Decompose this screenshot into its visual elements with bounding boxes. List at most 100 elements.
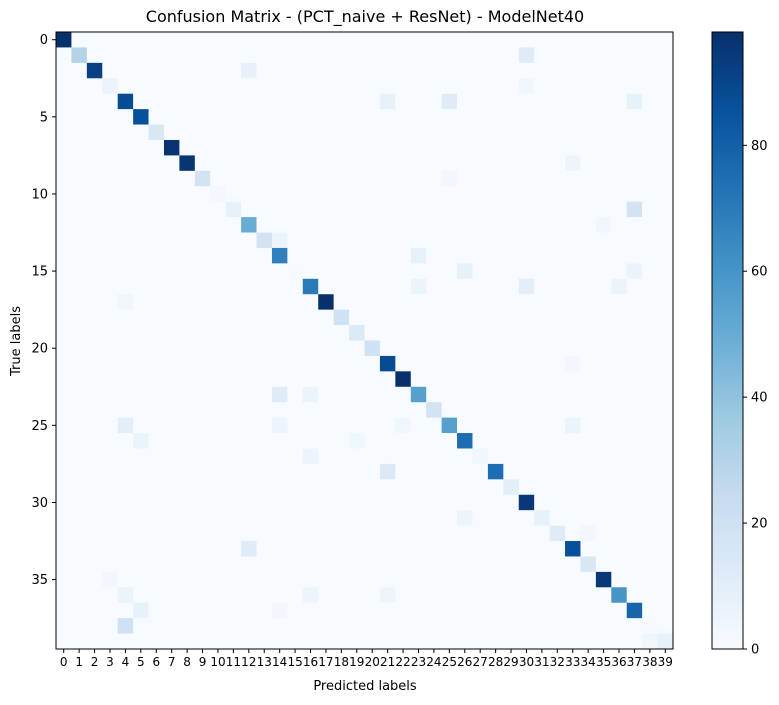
heatmap-cell [349, 139, 365, 156]
x-tick-label: 34 [581, 655, 596, 669]
heatmap-cell [349, 170, 365, 187]
heatmap-cell [457, 386, 473, 403]
heatmap-cell [441, 371, 458, 388]
heatmap-cell [379, 433, 396, 449]
heatmap-cell [148, 479, 165, 496]
heatmap-cell [410, 571, 427, 588]
heatmap-cell [241, 217, 257, 233]
heatmap-cell [657, 355, 674, 372]
heatmap-cell [302, 525, 319, 542]
heatmap-cell [626, 247, 643, 264]
heatmap-cell [518, 587, 535, 604]
heatmap-cell [534, 340, 550, 357]
heatmap-cell [565, 433, 581, 449]
heatmap-cell [549, 587, 566, 604]
heatmap-cell [565, 386, 581, 403]
heatmap-cell [657, 417, 674, 434]
heatmap-cell [163, 448, 180, 465]
heatmap-cell [518, 124, 535, 141]
heatmap-cell [580, 263, 597, 280]
heatmap-cell [379, 417, 396, 434]
heatmap-cell [657, 541, 674, 557]
colorbar-tick-label: 20 [751, 517, 768, 532]
heatmap-cell [487, 62, 504, 79]
heatmap-cell [117, 263, 134, 280]
heatmap-cell [71, 325, 88, 341]
heatmap-cell [364, 155, 381, 172]
heatmap-cell [349, 355, 365, 372]
heatmap-cell [364, 571, 381, 588]
heatmap-cell [611, 355, 628, 372]
heatmap-cell [333, 170, 350, 187]
heatmap-cell [349, 155, 365, 172]
heatmap-cell [379, 463, 396, 480]
heatmap-cell [86, 541, 103, 557]
heatmap-cell [426, 602, 442, 619]
heatmap-cell [302, 618, 319, 634]
heatmap-cell [549, 278, 566, 295]
heatmap-cell [225, 510, 242, 526]
heatmap-cell [287, 247, 304, 264]
heatmap-cell [302, 479, 319, 496]
heatmap-cell [611, 587, 628, 604]
heatmap-cell [611, 139, 628, 156]
heatmap-cell [163, 62, 180, 79]
heatmap-cell [626, 510, 643, 526]
heatmap-cell [318, 247, 334, 264]
heatmap-cell [503, 448, 520, 465]
heatmap-cell [426, 510, 442, 526]
heatmap-cell [379, 309, 396, 326]
heatmap-cell [410, 325, 427, 341]
heatmap-cell [241, 402, 257, 418]
heatmap-cell [503, 263, 520, 280]
x-tick-label: 4 [122, 655, 130, 669]
heatmap-cell [102, 541, 118, 557]
heatmap-cell [426, 186, 442, 202]
heatmap-cell [549, 571, 566, 588]
heatmap-cell [333, 340, 350, 357]
x-tick-label: 37 [627, 655, 642, 669]
heatmap-cell [133, 170, 149, 187]
heatmap-cell [349, 494, 365, 511]
heatmap-cell [364, 556, 381, 573]
heatmap-cell [580, 556, 597, 573]
heatmap-cell [580, 633, 597, 650]
heatmap-cell [395, 371, 412, 388]
heatmap-cell [318, 386, 334, 403]
heatmap-cell [287, 525, 304, 542]
heatmap-cell [642, 602, 658, 619]
heatmap-cell [364, 109, 381, 125]
heatmap-cell [657, 217, 674, 233]
heatmap-cell [86, 325, 103, 341]
heatmap-cell [56, 433, 72, 449]
heatmap-cell [642, 278, 658, 295]
heatmap-cell [133, 263, 149, 280]
heatmap-cell [426, 355, 442, 372]
heatmap-cell [534, 124, 550, 141]
x-tick-label: 15 [287, 655, 302, 669]
heatmap-cell [595, 93, 612, 110]
heatmap-cell [56, 217, 72, 233]
heatmap-cell [503, 340, 520, 357]
x-tick-label: 5 [137, 655, 145, 669]
heatmap-cell [56, 448, 72, 465]
heatmap-cell [117, 448, 134, 465]
heatmap-cell [318, 433, 334, 449]
heatmap-cell [611, 217, 628, 233]
heatmap-cell [302, 386, 319, 403]
heatmap-cell [56, 340, 72, 357]
heatmap-cell [117, 417, 134, 434]
heatmap-cell [534, 494, 550, 511]
heatmap-cell [117, 510, 134, 526]
heatmap-cell [256, 587, 273, 604]
heatmap-cell [194, 479, 211, 496]
heatmap-cell [148, 78, 165, 94]
heatmap-cell [86, 155, 103, 172]
heatmap-cell [426, 386, 442, 403]
heatmap-cell [565, 525, 581, 542]
x-tick-label: 13 [257, 655, 272, 669]
heatmap-cell [302, 371, 319, 388]
heatmap-cell [225, 62, 242, 79]
heatmap-cell [71, 417, 88, 434]
